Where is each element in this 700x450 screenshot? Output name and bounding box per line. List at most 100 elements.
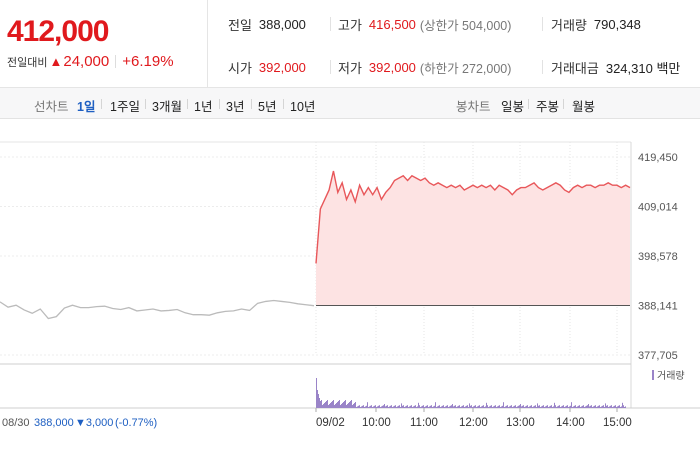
volume-bar — [451, 405, 452, 408]
volume-bar — [495, 405, 496, 408]
volume-bar — [400, 407, 401, 408]
volume-bar — [327, 400, 328, 408]
volume-bar — [582, 405, 583, 408]
stat-label: 시가 — [228, 60, 252, 76]
volume-bar — [322, 405, 323, 408]
volume-bar — [374, 405, 375, 408]
stat-low: 저가 392,000 (하한가 272,000) — [338, 58, 511, 76]
volume-bar — [368, 407, 369, 408]
divider — [542, 60, 543, 74]
divider — [330, 17, 331, 31]
volume-bar — [602, 405, 603, 408]
volume-bar — [506, 405, 507, 408]
volume-bar — [542, 405, 543, 408]
up-triangle-icon: ▲ — [49, 54, 63, 69]
volume-bar — [601, 406, 602, 408]
volume-bar — [438, 405, 439, 408]
volume-bar — [339, 400, 340, 408]
volume-bar — [529, 406, 530, 408]
volume-bar — [431, 405, 432, 408]
volume-bar — [475, 405, 476, 408]
volume-bar — [608, 407, 609, 408]
divider — [528, 99, 529, 109]
volume-bar — [545, 406, 546, 408]
volume-bar — [440, 407, 441, 408]
volume-bar — [457, 406, 458, 408]
volume-bar — [480, 407, 481, 408]
volume-bar — [516, 407, 517, 408]
volume-bar — [371, 405, 372, 408]
volume-bar — [508, 407, 509, 408]
volume-bar — [536, 407, 537, 408]
volume-bar — [574, 405, 575, 408]
volume-bar — [571, 402, 572, 408]
volume-bar — [490, 405, 491, 408]
volume-bar — [428, 407, 429, 408]
volume-bar — [346, 405, 347, 408]
volume-bar — [417, 406, 418, 408]
volume-bar — [612, 407, 613, 408]
volume-bar — [531, 405, 532, 408]
line-chart-label: 선차트 — [34, 100, 69, 114]
volume-bar — [468, 407, 469, 408]
tab-3years[interactable]: 3년 — [226, 100, 245, 114]
volume-bar — [381, 406, 382, 408]
volume-bar — [323, 404, 324, 408]
tab-1year[interactable]: 1년 — [194, 100, 213, 114]
volume-bar — [540, 407, 541, 408]
volume-bar — [362, 405, 363, 408]
tab-weekly-candle[interactable]: 주봉 — [536, 100, 560, 114]
volume-bar — [494, 405, 495, 408]
volume-bar — [429, 406, 430, 408]
volume-bar — [366, 405, 367, 408]
volume-bar — [414, 405, 415, 408]
volume-bar — [343, 402, 344, 408]
tab-3months[interactable]: 3개월 — [152, 100, 182, 114]
y-tick-label: 377,705 — [638, 350, 678, 362]
volume-bar — [482, 405, 483, 408]
tab-10years[interactable]: 10년 — [290, 100, 316, 114]
volume-bar — [522, 405, 523, 408]
volume-bar — [492, 407, 493, 408]
volume-bar — [350, 401, 351, 408]
tab-1week[interactable]: 1주일 — [110, 100, 140, 114]
stat-label: 전일 — [228, 17, 252, 33]
divider — [115, 55, 117, 68]
volume-bar — [510, 405, 511, 408]
volume-bar — [375, 405, 376, 408]
volume-bar — [614, 405, 615, 408]
volume-bar — [527, 405, 528, 408]
volume-bar — [539, 405, 540, 408]
volume-bar — [462, 405, 463, 408]
x-tick-label: 11:00 — [410, 417, 438, 429]
tab-monthly-candle[interactable]: 월봉 — [572, 100, 596, 114]
volume-bar — [352, 405, 353, 408]
volume-bar — [453, 406, 454, 408]
volume-bar — [584, 407, 585, 408]
tab-daily-candle[interactable]: 일봉 — [501, 100, 525, 114]
volume-bar — [594, 405, 595, 408]
volume-bar — [491, 405, 492, 408]
volume-bar — [535, 405, 536, 408]
volume-bar — [553, 406, 554, 408]
stat-value: 392,000 — [368, 59, 416, 75]
stat-label: 저가 — [338, 60, 362, 76]
volume-bar — [387, 405, 388, 408]
tab-5years[interactable]: 5년 — [258, 100, 277, 114]
stat-high: 고가 416,500 (상한가 504,000) — [338, 15, 511, 33]
volume-bar — [356, 407, 357, 408]
volume-bar — [373, 406, 374, 408]
volume-bar — [320, 401, 321, 408]
volume-bar — [359, 405, 360, 408]
volume-bar — [618, 405, 619, 408]
tab-1day[interactable]: 1일 — [77, 100, 96, 114]
volume-bar — [586, 405, 587, 408]
volume-bar — [595, 405, 596, 408]
volume-bar — [419, 405, 420, 408]
volume-bar — [515, 405, 516, 408]
volume-bar — [562, 405, 563, 408]
volume-bar — [590, 405, 591, 408]
x-tick-label: 09/02 — [316, 417, 345, 429]
volume-bar — [415, 405, 416, 408]
